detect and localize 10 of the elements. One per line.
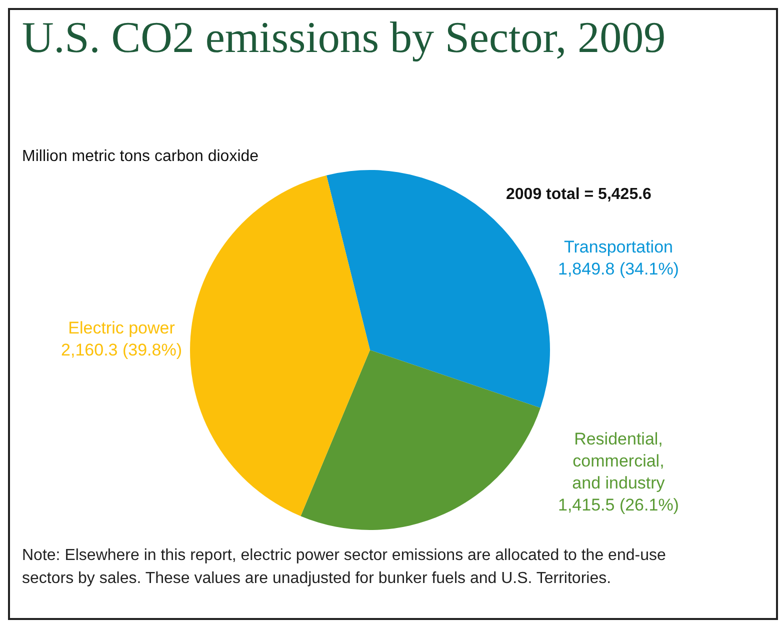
slice-label: Residential, commercial, and industry (572, 430, 666, 493)
chart-title: U.S. CO2 emissions by Sector, 2009 (22, 12, 666, 63)
slice-label: Transportation (564, 237, 673, 256)
data-label: 2,160.3 (39.8%) (61, 340, 182, 360)
slice-label: Electric power (68, 318, 176, 338)
text: 2009 total = 5,425.6 (506, 186, 652, 204)
data-label: 1,849.8 (34.1%) (558, 259, 679, 278)
data-label: 1,415.5 (26.1%) (558, 496, 679, 515)
text: Note: Elsewhere in this report, electric power sector emissions are allocated to the end-use sectors by sales. These values are unadjusted for bunker fuels and U.S. Territories. (22, 546, 667, 589)
chart-subtitle: Million metric tons carbon dioxide (22, 148, 259, 166)
